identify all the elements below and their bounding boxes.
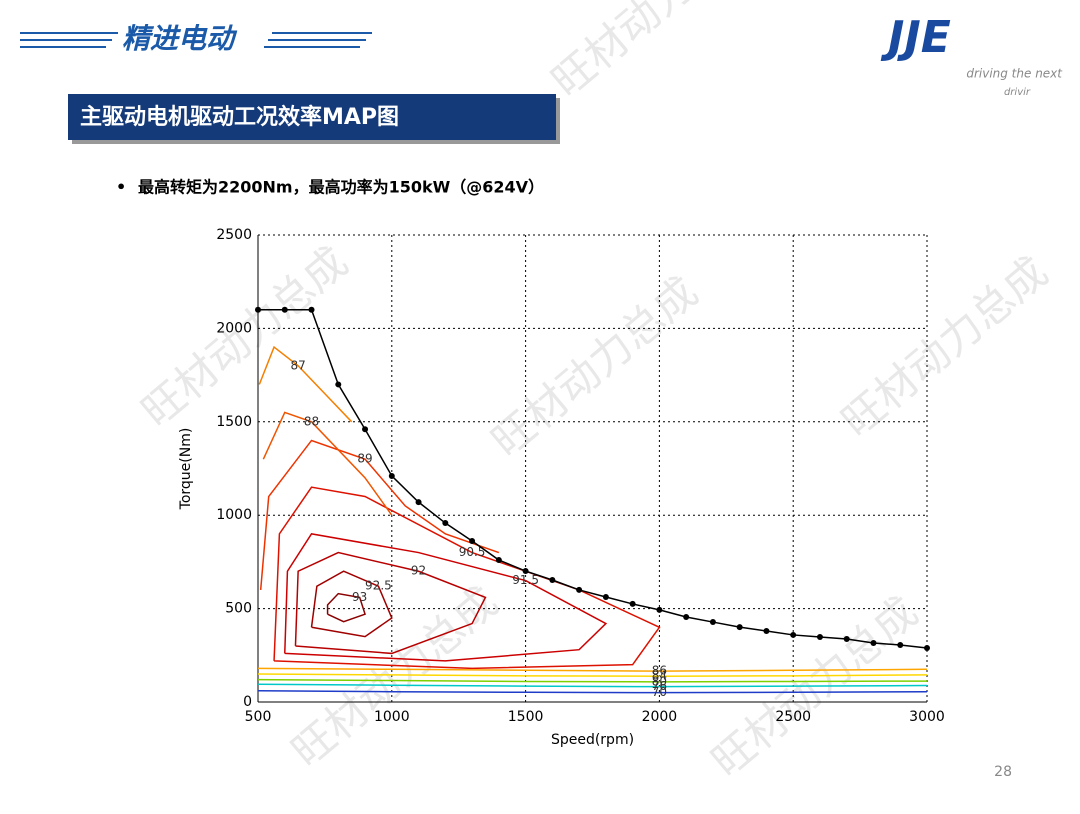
contour-line	[257, 678, 928, 683]
x-tick-label: 2500	[775, 709, 811, 725]
contour-label: 86	[652, 664, 667, 678]
y-tick-label: 1000	[216, 507, 252, 523]
contour-label: 76	[652, 679, 667, 693]
watermark: 旺材动力总成	[482, 267, 707, 467]
y-tick-label: 0	[243, 694, 252, 710]
envelope-point	[683, 614, 690, 621]
x-tick-label: 1500	[508, 709, 544, 725]
x-tick-label: 2000	[642, 709, 678, 725]
tagline2: drivir	[1004, 87, 1031, 98]
bullet-dot: •	[116, 178, 126, 197]
chart: 500 1000 1500 2000 2500 300005001000150020002…	[178, 227, 945, 748]
envelope-point	[602, 594, 609, 601]
header-decor	[20, 32, 372, 48]
x-tick-label: 500	[245, 709, 272, 725]
envelope-point	[897, 642, 904, 649]
contour-line	[310, 570, 393, 638]
envelope-point	[763, 628, 770, 635]
y-tick-label: 2500	[216, 227, 252, 243]
envelope-point	[495, 557, 502, 564]
contour-line	[258, 345, 353, 423]
envelope-point	[736, 624, 743, 631]
envelope-point	[549, 577, 556, 584]
contour-label: 92	[411, 564, 426, 578]
contour-label: 84	[652, 669, 667, 683]
y-tick-label: 2000	[216, 320, 252, 336]
envelope-point	[576, 586, 583, 593]
contour-line	[257, 667, 928, 672]
y-axis-label: Torque(Nm)	[178, 428, 194, 511]
contour-label: 88	[304, 414, 319, 428]
envelope-point	[362, 426, 369, 433]
envelope-point	[308, 306, 315, 313]
brand: 精进电动	[122, 22, 238, 55]
envelope-point	[281, 306, 288, 313]
contour-label: 80	[652, 674, 667, 688]
contour-label: 89	[357, 452, 372, 466]
watermark: 旺材动力总成	[832, 247, 1057, 447]
contour-line	[257, 673, 928, 677]
slide-title: 主驱动电机驱动工况效率MAP图	[80, 104, 399, 130]
contour-line	[257, 683, 928, 688]
x-tick-label: 1000	[374, 709, 410, 725]
contour-line	[259, 439, 500, 590]
torque-envelope	[258, 308, 928, 649]
bullet: 最高转矩为2200Nm，最高功率为150kW（@624V）	[138, 178, 544, 197]
contour-label: 92.5	[365, 579, 392, 593]
watermark: 旺材动力总成	[132, 237, 357, 437]
envelope-point	[870, 639, 877, 646]
contour-label: 70	[652, 685, 667, 699]
page-number: 28	[994, 764, 1012, 780]
contour-line	[294, 551, 487, 655]
watermark: 旺材动力总成	[282, 577, 507, 777]
contour-line	[262, 411, 393, 516]
envelope-point	[442, 520, 449, 527]
x-axis-label: Speed(rpm)	[551, 732, 634, 748]
contour-line	[257, 690, 928, 694]
x-tick-label: 3000	[909, 709, 945, 725]
contour-label: 87	[290, 358, 305, 372]
tagline: driving the next	[966, 67, 1063, 81]
contour-label: 91.5	[512, 573, 539, 587]
envelope-point	[335, 381, 342, 388]
y-tick-label: 500	[225, 601, 252, 617]
y-tick-label: 1500	[216, 414, 252, 430]
envelope-point	[924, 645, 930, 652]
envelope-point	[790, 631, 797, 638]
envelope-point	[522, 568, 529, 575]
envelope-point	[843, 636, 850, 643]
watermark: 旺材动力总成	[542, 0, 767, 106]
envelope-point	[388, 472, 395, 479]
logo: JJE	[880, 12, 951, 63]
envelope-point	[629, 600, 636, 607]
contour-label: 90.5	[459, 545, 486, 559]
contour-label: 93	[352, 590, 367, 604]
title-box	[68, 94, 556, 140]
contour-line	[284, 533, 608, 662]
contour-line	[326, 592, 366, 623]
envelope-point	[656, 606, 663, 613]
envelope-point	[469, 537, 476, 544]
envelope-point	[816, 633, 823, 640]
envelope-point	[255, 306, 261, 313]
envelope-point	[709, 619, 716, 626]
envelope-point	[415, 499, 422, 506]
